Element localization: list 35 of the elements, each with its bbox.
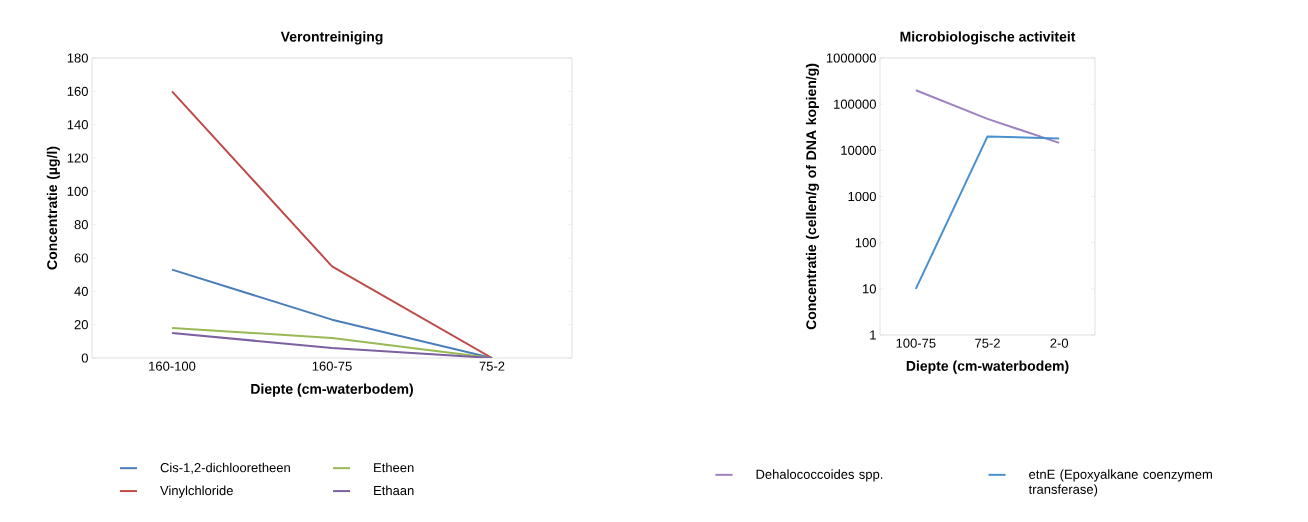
chart-title: Microbiologische activiteit (900, 31, 1076, 45)
y-tick-label: 140 (67, 120, 88, 130)
y-tick-label: 100 (67, 186, 88, 196)
legend-label: Dehalococcoides spp. (756, 469, 883, 482)
legend-label: Cis-1,2-dichlooretheen (160, 462, 290, 474)
y-tick-label: 10 (863, 284, 876, 294)
y-tick-label: 100000 (834, 99, 876, 109)
x-axis-title: Diepte (cm-waterbodem) (251, 383, 413, 397)
y-tick-label: 1 (870, 330, 876, 340)
y-axis-title: Concentratie (cellen/g of DNA kopien/g) (805, 63, 819, 330)
y-tick-label: 80 (74, 220, 88, 230)
legend-label: etnE (Epoxyalkane coenzymem transferase) (1028, 469, 1212, 497)
x-tick-label: 160-75 (312, 361, 352, 371)
y-tick-label: 20 (74, 320, 88, 330)
y-tick-label: 60 (74, 253, 88, 263)
y-tick-label: 40 (74, 286, 88, 296)
y-tick-label: 100 (855, 238, 876, 248)
legend-label: Vinylchloride (160, 485, 233, 498)
y-tick-label: 120 (67, 153, 88, 163)
y-tick-label: 10000 (841, 145, 876, 155)
x-tick-label: 160-100 (149, 361, 196, 371)
y-axis-title: Concentratie (µg/l) (46, 146, 60, 270)
x-tick-label: 2-0 (1050, 338, 1069, 348)
legend-label: Etheen (374, 462, 414, 473)
y-tick-label: 160 (67, 86, 88, 96)
chart-title: Verontreiniging (280, 31, 383, 45)
x-tick-label: 75-2 (479, 361, 505, 371)
legend-label: Ethaan (374, 485, 414, 496)
y-tick-label: 0 (81, 353, 88, 363)
y-tick-label: 180 (67, 53, 88, 63)
x-tick-label: 75-2 (975, 338, 1000, 348)
y-tick-label: 1000 (848, 191, 876, 202)
x-axis-title: Diepte (cm-waterbodem) (906, 360, 1069, 374)
x-tick-label: 100-75 (896, 338, 936, 348)
y-tick-label: 1000000 (826, 53, 876, 63)
